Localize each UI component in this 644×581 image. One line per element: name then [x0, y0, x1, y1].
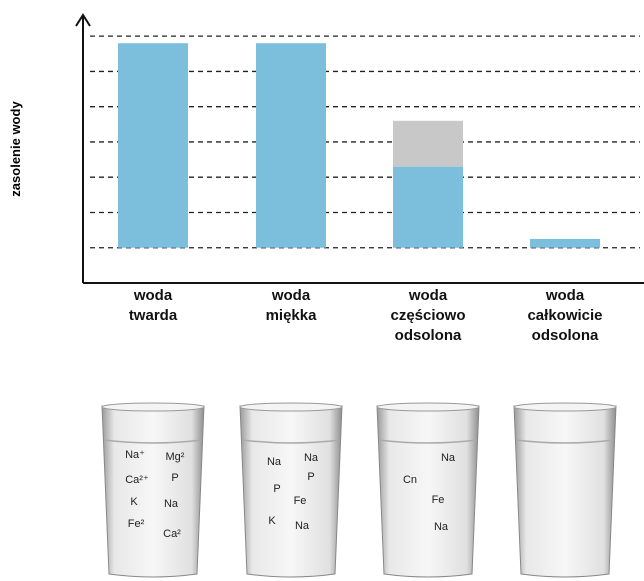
- ion-label: Na: [441, 452, 456, 464]
- ion-label: Fe: [294, 495, 307, 507]
- glass-rim: [514, 403, 616, 411]
- x-tick-label: woda twarda: [88, 286, 218, 326]
- ion-label: P: [273, 483, 280, 495]
- ion-label: P: [307, 471, 314, 483]
- axis: [76, 15, 90, 283]
- ion-label: Na⁺: [125, 449, 145, 461]
- ion-label: Na: [295, 520, 310, 532]
- ion-label: Na: [434, 521, 449, 533]
- bar: [256, 43, 326, 248]
- ion-label: Mg²: [166, 451, 185, 463]
- bar: [393, 167, 463, 248]
- bar: [530, 239, 600, 248]
- glass: Na⁺ Mg² Ca²⁺ P K Na Fe² Ca²: [102, 403, 204, 577]
- glass-rim: [377, 403, 479, 411]
- ion-label: Fe²: [128, 518, 145, 530]
- glass-body: [377, 406, 479, 577]
- glass-rim: [240, 403, 342, 411]
- x-tick-label: woda całkowicie odsolona: [500, 286, 630, 346]
- ion-label: Fe: [432, 494, 445, 506]
- x-tick-label: woda miękka: [226, 286, 356, 326]
- glass-rim: [102, 403, 204, 411]
- glass-body: [514, 406, 616, 577]
- ion-label: Ca²⁺: [125, 474, 149, 486]
- page: zasolenie wody Na⁺ Mg² Ca²⁺ P K Na Fe² Ca² Na Na P…: [0, 0, 644, 581]
- glass: Na Cn Fe Na: [377, 403, 479, 577]
- ion-label: Cn: [403, 474, 417, 486]
- glass: [514, 403, 616, 577]
- ion-label: Na: [164, 498, 179, 510]
- ion-label: Ca²: [163, 528, 181, 540]
- ion-label: P: [171, 472, 178, 484]
- ion-label: K: [268, 515, 276, 527]
- glass-body: [102, 406, 204, 577]
- bar: [118, 43, 188, 248]
- glass-body: [240, 406, 342, 577]
- ion-label: Na: [304, 452, 319, 464]
- y-axis-label: zasolenie wody: [8, 101, 23, 197]
- ion-label: Na: [267, 456, 282, 468]
- x-tick-label: woda częściowo odsolona: [363, 286, 493, 346]
- ion-label: K: [130, 496, 138, 508]
- bar: [393, 121, 463, 167]
